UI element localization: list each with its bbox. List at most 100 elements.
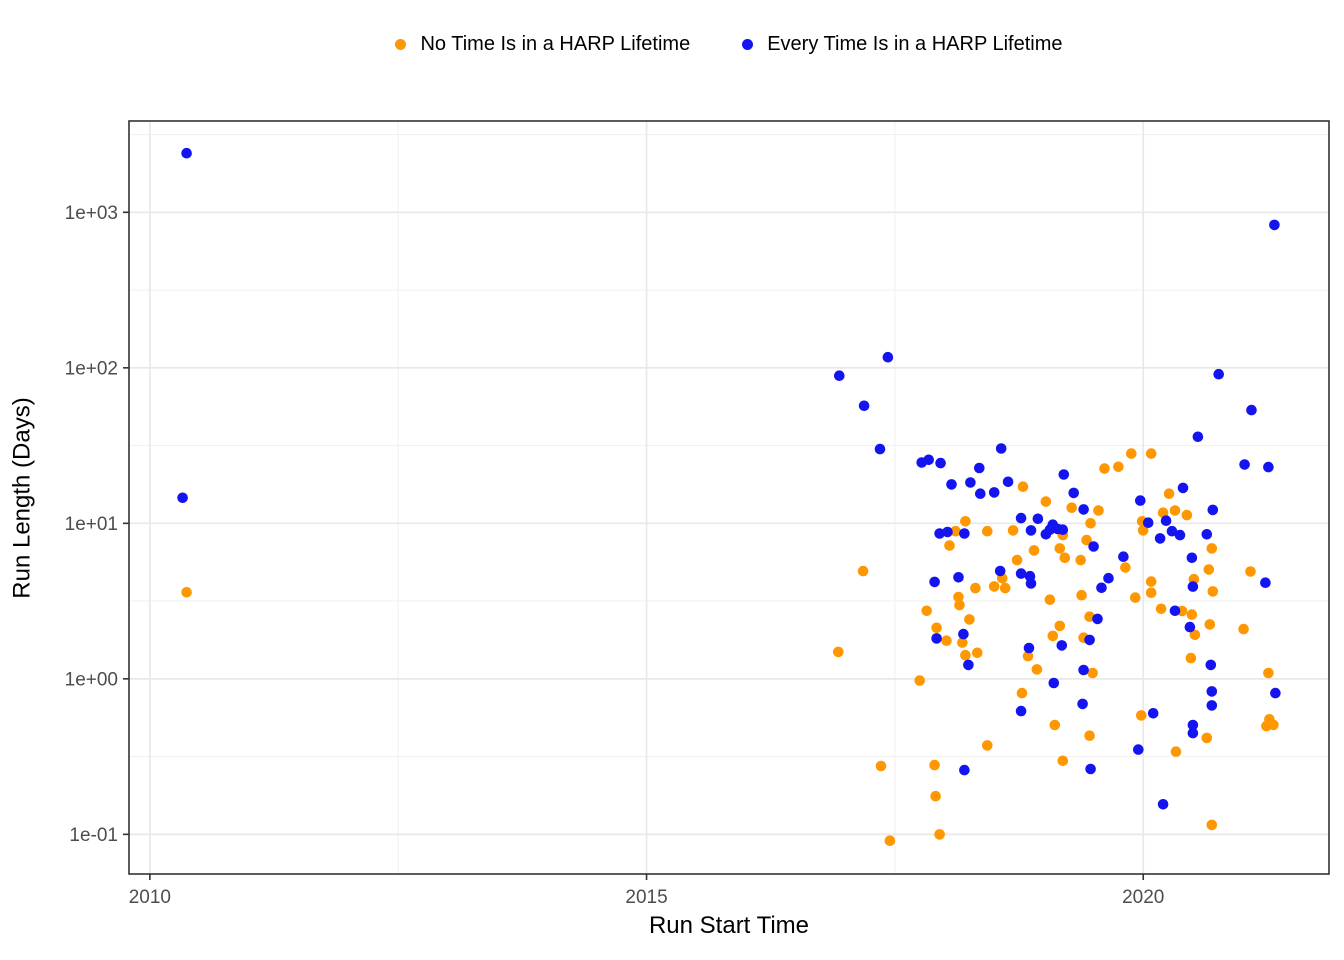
data-point-blue [1206,686,1218,697]
data-point-blue [959,528,970,539]
data-point-orange [950,525,961,537]
data-point-orange [930,790,941,802]
data-point-orange [988,581,1000,592]
data-point-blue [1205,659,1217,671]
data-point-orange [1170,746,1182,757]
data-point-blue [1068,487,1079,499]
data-point-blue [1096,582,1107,594]
data-point-blue [1184,621,1196,633]
data-point-orange [957,637,968,648]
data-point-blue [923,454,934,466]
data-point-blue [1058,469,1070,480]
data-point-blue [946,479,957,490]
data-point-orange [1031,664,1043,675]
data-point-blue [1239,459,1250,470]
data-point-orange [1181,509,1193,521]
data-point-orange [1049,719,1061,731]
data-point-blue [935,457,946,469]
data-point-blue [1207,504,1219,516]
data-point-orange [1207,586,1219,597]
data-point-orange [1145,587,1157,598]
data-point-orange [1113,461,1124,473]
data-point-blue [965,477,976,488]
data-point-blue [1177,482,1189,494]
data-point-blue [988,487,1000,498]
data-point-blue [1187,581,1199,592]
data-point-orange [1206,819,1218,831]
x-axis-title: Run Start Time [648,912,810,939]
data-point-orange [1245,566,1256,577]
data-point-blue [1269,219,1280,231]
x-tick-label: 2010 [129,887,171,908]
data-point-blue [942,526,953,538]
data-point-blue [934,528,945,539]
legend-dot-orange-icon [395,38,407,50]
data-point-orange [960,516,971,527]
data-point-orange [1093,505,1104,516]
data-point-blue [1192,431,1204,443]
data-point-blue [1187,719,1199,731]
data-point-blue [1147,708,1159,719]
y-tick-label: 1e-01 [69,825,118,846]
data-point-blue [1078,504,1089,515]
data-point-orange [1059,552,1071,564]
data-point-blue [1015,512,1027,524]
data-point-orange [982,740,993,751]
data-point-orange [1169,505,1181,516]
x-tick-label: 2020 [1122,887,1164,908]
data-point-blue [963,659,974,671]
data-point-orange [1016,687,1028,699]
data-point-orange [1066,502,1077,513]
legend-item-every-time: Every Time Is in a HARP Lifetime [742,34,1063,54]
data-point-blue [929,576,940,588]
data-point-blue [1088,541,1099,552]
data-point-orange [1263,667,1274,679]
data-point-blue [1135,495,1146,506]
data-point-blue [1025,525,1037,536]
legend-dot-blue-icon [742,38,754,50]
y-tick-label: 1e+02 [65,358,118,379]
data-point-orange [914,675,925,686]
data-point-blue [975,488,986,500]
data-point-blue [1002,476,1014,488]
data-point-orange [1238,623,1249,635]
data-point-blue [1133,744,1144,755]
data-point-orange [1189,629,1201,641]
data-point-blue [995,443,1007,454]
data-point-orange [1075,554,1086,566]
data-point-blue [874,443,886,455]
data-point-orange [929,759,940,771]
data-point-blue [1213,368,1224,380]
data-point-orange [1099,463,1110,474]
data-point-orange [921,605,932,617]
data-point-orange [941,635,952,646]
data-point-orange [1136,710,1147,721]
data-point-blue [1078,664,1089,676]
data-point-orange [1201,732,1213,744]
data-point-orange [1011,554,1023,566]
data-point-orange [1157,507,1169,518]
legend-item-no-time: No Time Is in a HARP Lifetime [395,34,690,54]
data-point-blue [1092,613,1103,625]
data-point-orange [1087,667,1098,679]
data-point-orange [1145,576,1157,587]
data-point-orange [964,614,975,625]
data-point-blue [1169,605,1181,617]
data-point-blue [177,492,188,504]
data-point-blue [1157,799,1169,810]
y-axis-title-wrap: Run Length (Days) [0,121,46,874]
data-point-orange [1054,543,1066,554]
data-point-blue [974,462,985,474]
y-tick-label: 1e+01 [65,514,118,535]
data-point-blue [1206,700,1218,711]
data-point-blue [1048,677,1060,689]
data-point-blue [1160,515,1172,526]
y-tick-label: 1e+00 [65,669,118,690]
data-point-orange [833,646,844,658]
data-point-orange [857,565,869,577]
data-point-blue [858,400,870,412]
data-point-orange [1155,603,1167,615]
data-point-orange [1007,525,1019,536]
